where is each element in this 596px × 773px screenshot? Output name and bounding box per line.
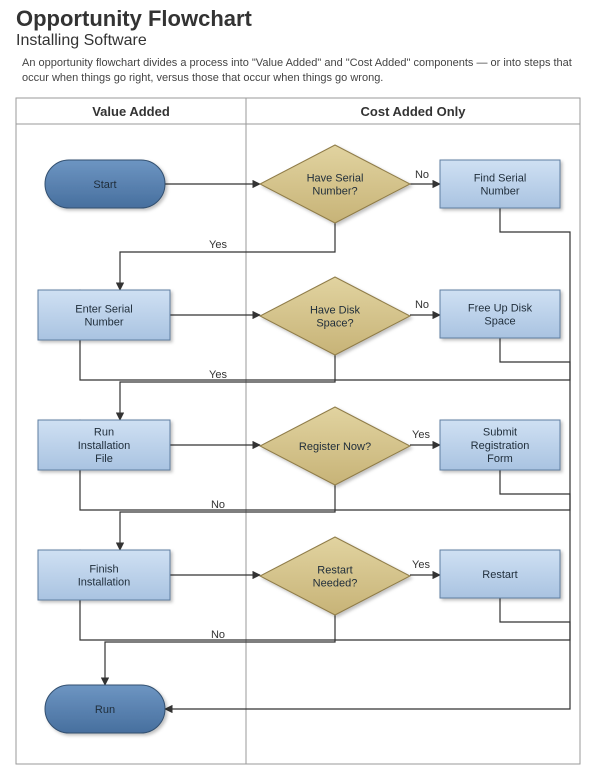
node-label: Restart: [317, 564, 352, 576]
node-findsn: Find SerialNumber: [440, 160, 560, 208]
node-finish: FinishInstallation: [38, 550, 170, 600]
node-d_reg: Register Now?: [260, 407, 410, 485]
node-enter: Enter SerialNumber: [38, 290, 170, 340]
column-header: Value Added: [92, 104, 170, 119]
column-header: Cost Added Only: [361, 104, 467, 119]
node-restart: Restart: [440, 550, 560, 598]
node-label: Have Serial: [307, 172, 364, 184]
node-d_rest: RestartNeeded?: [260, 537, 410, 615]
nodes-layer: StartRunEnter SerialNumberRunInstallatio…: [38, 145, 560, 733]
edge-label: Yes: [209, 239, 227, 251]
edge-label: No: [211, 499, 225, 511]
node-label: Installation: [78, 440, 131, 452]
node-label: Finish: [89, 563, 118, 575]
node-submit: SubmitRegistrationForm: [440, 420, 560, 470]
node-label: Form: [487, 453, 513, 465]
node-label: Find Serial: [474, 172, 527, 184]
opportunity-flowchart-page: Opportunity Flowchart Installing Softwar…: [0, 0, 596, 773]
node-label: Needed?: [313, 577, 358, 589]
edge-label: Yes: [412, 429, 430, 441]
node-label: Have Disk: [310, 304, 361, 316]
node-label: Registration: [471, 440, 530, 452]
edge-label: Yes: [412, 559, 430, 571]
node-label: Register Now?: [299, 441, 371, 453]
connector: [120, 485, 335, 550]
flowchart-canvas: Value Added Cost Added Only No No Yes Yes Yes Y…: [0, 0, 596, 773]
edge-label: Yes: [209, 369, 227, 381]
node-label: Restart: [482, 569, 517, 581]
node-label: Installation: [78, 576, 131, 588]
node-label: Start: [93, 179, 116, 191]
edge-label: No: [415, 299, 429, 311]
node-d_disk: Have DiskSpace?: [260, 277, 410, 355]
node-label: Submit: [483, 427, 517, 439]
node-freeup: Free Up DiskSpace: [440, 290, 560, 338]
node-label: Free Up Disk: [468, 302, 533, 314]
node-label: Space: [484, 315, 515, 327]
connector: [165, 598, 570, 709]
connector: [120, 355, 335, 420]
node-run: Run: [45, 685, 165, 733]
node-label: Run: [94, 427, 114, 439]
node-label: File: [95, 453, 113, 465]
node-label: Number: [480, 185, 519, 197]
node-label: Number: [84, 316, 123, 328]
connector: [120, 223, 335, 290]
connector: [105, 615, 335, 685]
node-d_sn: Have SerialNumber?: [260, 145, 410, 223]
node-label: Run: [95, 704, 115, 716]
node-start: Start: [45, 160, 165, 208]
node-install: RunInstallationFile: [38, 420, 170, 470]
node-label: Space?: [316, 317, 353, 329]
edge-label: No: [211, 629, 225, 641]
edge-label: No: [415, 169, 429, 181]
node-label: Enter Serial: [75, 303, 132, 315]
node-label: Number?: [312, 185, 357, 197]
